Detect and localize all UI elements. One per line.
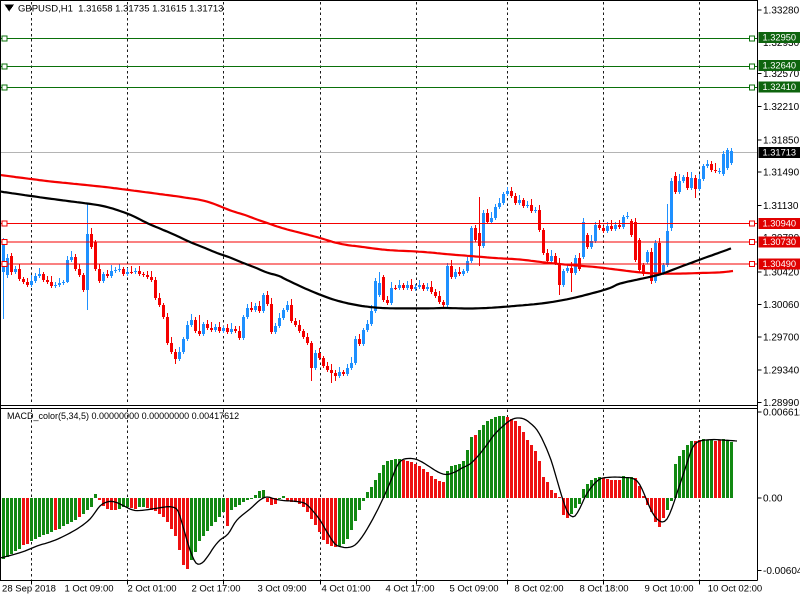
svg-text:0.00: 0.00 xyxy=(763,494,783,505)
svg-text:1.28990: 1.28990 xyxy=(763,398,800,409)
svg-text:1.29700: 1.29700 xyxy=(763,333,800,344)
svg-text:1 Oct 09:00: 1 Oct 09:00 xyxy=(64,584,113,595)
svg-text:2 Oct 01:00: 2 Oct 01:00 xyxy=(127,584,176,595)
svg-text:8 Oct 18:00: 8 Oct 18:00 xyxy=(579,584,628,595)
svg-text:4 Oct 01:00: 4 Oct 01:00 xyxy=(321,584,370,595)
svg-text:1.32950: 1.32950 xyxy=(763,33,797,43)
svg-text:1.30940: 1.30940 xyxy=(763,219,797,229)
svg-text:2 Oct 17:00: 2 Oct 17:00 xyxy=(191,584,240,595)
svg-text:0.0066120: 0.0066120 xyxy=(763,408,800,419)
svg-text:GBPUSD,H1 1.31658 1.31735 1.3: GBPUSD,H1 1.31658 1.31735 1.31615 1.3171… xyxy=(18,4,223,15)
svg-text:1.30420: 1.30420 xyxy=(763,268,800,279)
svg-text:3 Oct 09:00: 3 Oct 09:00 xyxy=(257,584,306,595)
svg-text:5 Oct 09:00: 5 Oct 09:00 xyxy=(449,584,498,595)
svg-text:1.32640: 1.32640 xyxy=(763,61,797,71)
svg-text:1.32930: 1.32930 xyxy=(763,38,800,49)
svg-text:4 Oct 17:00: 4 Oct 17:00 xyxy=(385,584,434,595)
svg-text:1.31130: 1.31130 xyxy=(763,201,799,212)
svg-text:28 Sep 2018: 28 Sep 2018 xyxy=(2,584,56,595)
svg-text:1.31490: 1.31490 xyxy=(763,168,800,179)
svg-text:1.31850: 1.31850 xyxy=(763,136,800,147)
svg-text:1.30730: 1.30730 xyxy=(763,237,797,247)
svg-text:1.29340: 1.29340 xyxy=(763,366,800,377)
svg-text:10 Oct 02:00: 10 Oct 02:00 xyxy=(708,584,762,595)
svg-text:1.30060: 1.30060 xyxy=(763,300,800,311)
svg-text:1.32210: 1.32210 xyxy=(763,102,800,113)
svg-text:1.32410: 1.32410 xyxy=(763,82,797,92)
svg-text:8 Oct 02:00: 8 Oct 02:00 xyxy=(514,584,563,595)
svg-text:-0.006040: -0.006040 xyxy=(763,566,800,577)
svg-text:MACD_color(5,34,5) 0.00000000: MACD_color(5,34,5) 0.00000000 0.00000000… xyxy=(7,411,239,421)
svg-text:9 Oct 10:00: 9 Oct 10:00 xyxy=(644,584,693,595)
svg-text:1.30490: 1.30490 xyxy=(763,259,797,269)
svg-text:1.31713: 1.31713 xyxy=(763,148,797,158)
svg-text:1.33280: 1.33280 xyxy=(763,6,800,17)
svg-text:1.32570: 1.32570 xyxy=(763,69,800,80)
